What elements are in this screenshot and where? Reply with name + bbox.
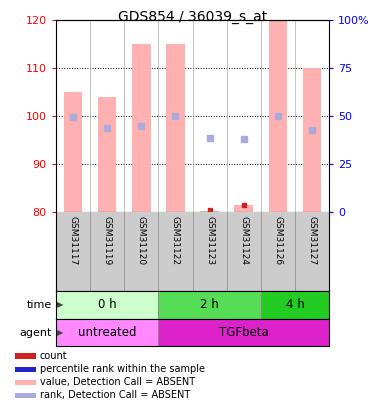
Text: ▶: ▶ xyxy=(57,301,63,309)
Bar xyxy=(234,205,253,212)
Bar xyxy=(166,44,185,212)
Text: GDS854 / 36039_s_at: GDS854 / 36039_s_at xyxy=(118,10,267,24)
Bar xyxy=(56,319,158,346)
Text: GSM31117: GSM31117 xyxy=(69,216,77,265)
Bar xyxy=(303,68,321,212)
Bar xyxy=(15,379,36,385)
Text: value, Detection Call = ABSENT: value, Detection Call = ABSENT xyxy=(40,377,195,387)
Bar xyxy=(132,44,151,212)
Text: rank, Detection Call = ABSENT: rank, Detection Call = ABSENT xyxy=(40,390,190,401)
Text: 0 h: 0 h xyxy=(98,298,116,311)
Text: 2 h: 2 h xyxy=(200,298,219,311)
Bar xyxy=(268,20,287,212)
Bar xyxy=(158,291,261,319)
Text: agent: agent xyxy=(20,328,52,337)
Text: TGFbeta: TGFbeta xyxy=(219,326,269,339)
Bar xyxy=(15,354,36,359)
Text: GSM31123: GSM31123 xyxy=(205,216,214,265)
Bar xyxy=(158,319,329,346)
Text: untreated: untreated xyxy=(78,326,136,339)
Bar xyxy=(64,92,82,212)
Text: 4 h: 4 h xyxy=(286,298,305,311)
Text: count: count xyxy=(40,351,67,361)
Bar xyxy=(200,211,219,212)
Text: time: time xyxy=(27,300,52,310)
Text: percentile rank within the sample: percentile rank within the sample xyxy=(40,364,205,374)
Text: GSM31127: GSM31127 xyxy=(308,216,316,265)
Text: GSM31119: GSM31119 xyxy=(102,216,112,265)
Bar xyxy=(56,291,158,319)
Text: GSM31126: GSM31126 xyxy=(273,216,283,265)
Text: GSM31124: GSM31124 xyxy=(239,216,248,265)
Bar xyxy=(98,97,117,212)
Text: GSM31122: GSM31122 xyxy=(171,216,180,265)
Text: GSM31120: GSM31120 xyxy=(137,216,146,265)
Bar xyxy=(261,291,329,319)
Bar xyxy=(15,393,36,398)
Bar xyxy=(15,367,36,372)
Text: ▶: ▶ xyxy=(57,328,63,337)
